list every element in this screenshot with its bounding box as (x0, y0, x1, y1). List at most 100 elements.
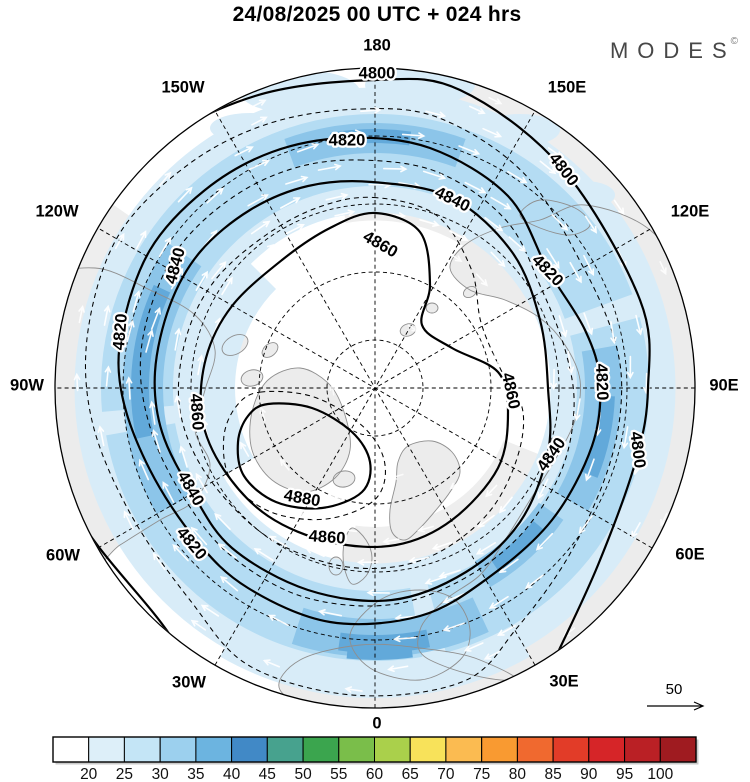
wind-arrow (150, 306, 161, 330)
contour-label: 4860 (360, 227, 401, 261)
wind-arrow (475, 273, 488, 287)
wind-arrow (438, 569, 461, 579)
reference-arrow-label: 50 (666, 681, 683, 698)
colorbar: 20 25 30 35 40 45 50 55 60 65 70 75 80 85 90 95 100 (52, 736, 699, 782)
wind-arrow (298, 512, 315, 521)
wind-arrow (125, 376, 133, 400)
wind-arrow (317, 163, 342, 171)
colorbar-tick: 30 (152, 766, 170, 782)
wind-arrow (547, 147, 564, 159)
wind-arrow (621, 426, 629, 450)
wind-arrow (613, 199, 625, 216)
wind-arrow (490, 251, 506, 268)
wind-arrow (297, 143, 320, 153)
wind-arrow (280, 197, 301, 209)
coastline (519, 199, 591, 236)
wind-arrow (382, 537, 400, 545)
contour-4820-path (117, 136, 602, 626)
longitude-label: 60E (675, 545, 704, 563)
wind-arrow (356, 559, 379, 566)
wind-arrow (267, 614, 289, 626)
wind-arrow (449, 480, 463, 490)
wind-arrow (162, 481, 175, 503)
wind-arrow (483, 650, 501, 660)
graticule (55, 68, 695, 708)
meridian-line (97, 227, 653, 549)
dashed-contour (222, 390, 386, 521)
contour-label: 4860 (308, 527, 346, 548)
colorbar-cell (552, 736, 590, 763)
wind-arrow (417, 525, 434, 533)
wind-arrow (179, 445, 188, 468)
wind-arrow (190, 619, 207, 631)
wind-arrow (584, 215, 598, 234)
wind-arrow (240, 441, 250, 457)
colorbar-tick: 55 (330, 766, 347, 782)
colorbar-tick: 70 (437, 766, 455, 782)
wind-arrow (407, 324, 420, 333)
wind-arrow (551, 214, 569, 231)
wind-arrow (285, 223, 305, 235)
wind-arrow (631, 522, 641, 539)
wind-arrow (387, 665, 409, 672)
wind-arrow (318, 609, 343, 617)
colorbar-cell (481, 736, 518, 763)
wind-arrow (197, 354, 204, 376)
wind-arrow (138, 458, 150, 481)
wind-arrow (158, 236, 172, 258)
longitude-label: 150W (161, 78, 205, 96)
wind-arrow (583, 254, 595, 277)
wind-arrow (328, 493, 344, 500)
longitude-label: 90W (10, 376, 44, 394)
longitude-labels: 180 150W 150E 120W 120E 90W 90E 60W 60E 30W 30E 0 (10, 36, 739, 732)
colorbar-tick: 40 (223, 766, 241, 782)
wind-arrow (104, 365, 112, 387)
colorbar-cell (159, 736, 197, 763)
wind-arrow (464, 181, 487, 194)
longitude-label: 180 (363, 36, 391, 54)
wind-arrow (214, 512, 231, 530)
wind-arrow (174, 327, 182, 351)
island (463, 286, 477, 298)
wind-arrow (528, 392, 535, 410)
contour-label: 4860 (498, 371, 523, 411)
island (262, 342, 278, 358)
wind-arrow (477, 514, 495, 528)
wind-arrow (463, 642, 484, 652)
colorbar-cell (195, 736, 233, 763)
colorbar-tick: 20 (80, 766, 98, 782)
modes-logo: MODES© (610, 36, 738, 64)
wind-arrow (468, 105, 486, 115)
longitude-label: 120W (35, 202, 79, 220)
reference-arrow (647, 701, 705, 711)
colorbar-tick: 35 (187, 766, 204, 782)
land-shape (389, 440, 461, 541)
colorbar-tick: 75 (473, 766, 490, 782)
longitude-label: 30E (549, 672, 578, 690)
wind-arrow (334, 209, 356, 217)
wind-arrow (200, 604, 220, 617)
coastline (389, 440, 461, 541)
wind-arrow (221, 276, 233, 296)
island (241, 369, 263, 387)
wind-arrow (401, 132, 426, 139)
wind-arrow (491, 353, 499, 369)
wind-arrow (535, 532, 554, 551)
wind-arrow (114, 232, 125, 250)
colorbar-cell (516, 736, 554, 763)
wind-arrow (389, 473, 404, 480)
wind-arrow (392, 635, 417, 643)
wind-arrow (284, 297, 295, 310)
longitude-label: 120E (671, 202, 710, 220)
wind-arrow (627, 355, 634, 380)
wind-arrow (73, 372, 81, 392)
wind-arrow (344, 686, 363, 693)
longitude-label: 60W (46, 546, 80, 564)
wind-arrow (635, 314, 643, 336)
colorbar-tick: 100 (647, 766, 673, 782)
wind-arrow (497, 625, 516, 636)
wind-arrow (490, 196, 512, 210)
wind-arrow (475, 542, 496, 555)
wind-arrow (431, 541, 453, 551)
dashed-contour (84, 108, 623, 697)
